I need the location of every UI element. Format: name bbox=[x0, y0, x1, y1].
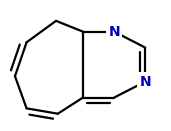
Text: N: N bbox=[140, 75, 151, 89]
Text: N: N bbox=[108, 25, 120, 39]
